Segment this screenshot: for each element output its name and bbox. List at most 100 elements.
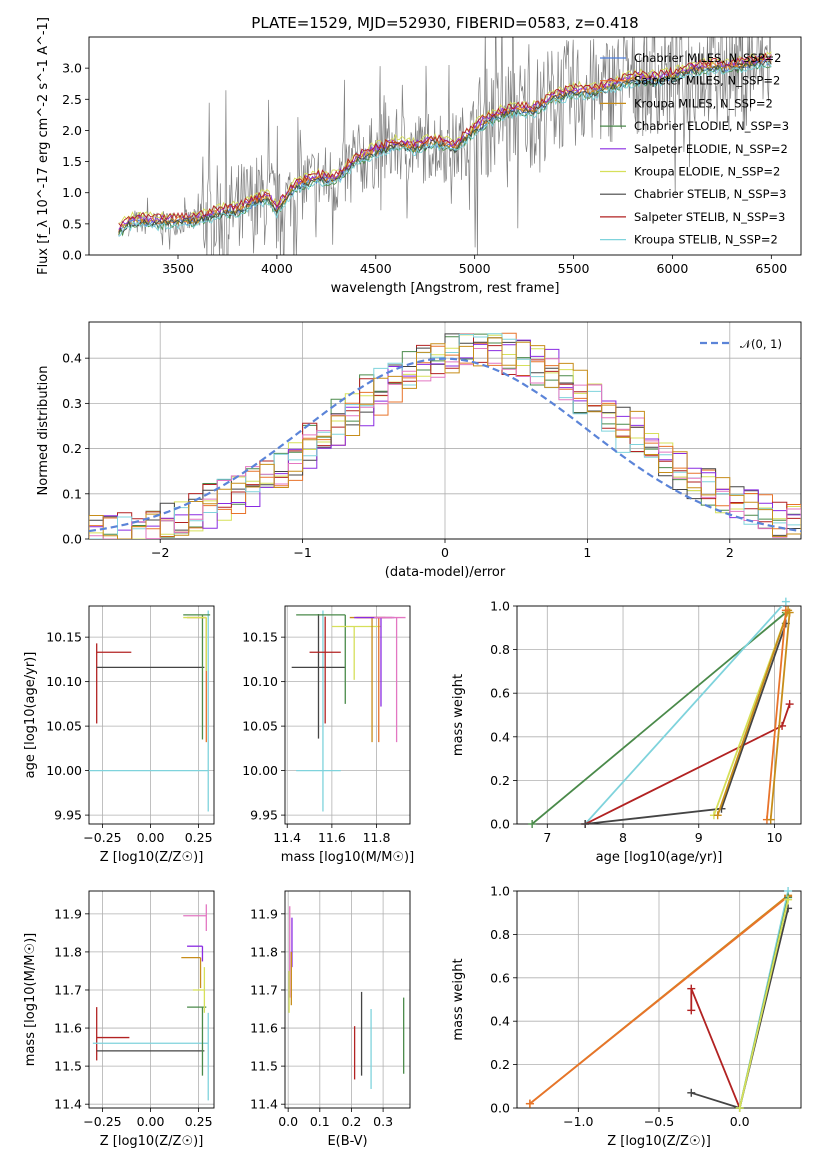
mass-weight-marker <box>525 1099 534 1108</box>
error-bar-point <box>331 625 381 680</box>
x-tick-label: 0.2 <box>342 1114 362 1129</box>
legend-label: 𝒩(0, 1) <box>740 337 782 351</box>
x-tick-label: 0.00 <box>137 830 165 845</box>
error-bar-point <box>96 1007 130 1061</box>
mass-weight-line <box>738 899 789 1108</box>
y-axis-label: age [log10(age/yr)] <box>23 652 38 779</box>
y-axis-label: Normed distribution <box>36 366 51 496</box>
x-tick-label: 10 <box>767 830 783 845</box>
y-tick-label: 0.6 <box>490 970 510 985</box>
y-tick-label: 10.00 <box>242 763 278 778</box>
y-tick-label: 9.95 <box>250 808 278 823</box>
y-tick-label: 2.0 <box>62 123 82 138</box>
x-tick-label: 4000 <box>261 261 293 276</box>
error-bar-point <box>183 904 207 931</box>
error-bar-point <box>192 967 206 1013</box>
x-tick-label: 0.0 <box>278 1114 298 1129</box>
y-tick-label: 9.95 <box>54 808 82 823</box>
y-tick-label: 1.0 <box>490 599 510 614</box>
x-axis-label: (data-model)/error <box>385 565 506 580</box>
y-tick-label: 11.9 <box>250 906 278 921</box>
y-tick-label: 1.5 <box>62 154 82 169</box>
y-tick-label: 10.00 <box>46 763 82 778</box>
legend-label: Salpeter STELIB, N_SSP=3 <box>634 210 785 224</box>
x-axis-label: mass [log10(M/M☉)] <box>281 850 414 865</box>
mass-weight-marker <box>687 1088 696 1097</box>
y-tick-label: 10.10 <box>46 674 82 689</box>
legend-label: Chabrier ELODIE, N_SSP=3 <box>634 119 789 133</box>
x-tick-label: 5500 <box>558 261 590 276</box>
x-axis-label: Z [log10(Z/Z☉)] <box>100 1134 204 1149</box>
x-tick-label: −0.5 <box>644 1114 674 1129</box>
y-tick-label: 0.2 <box>62 441 82 456</box>
y-tick-label: 11.8 <box>54 944 82 959</box>
y-tick-label: 0.0 <box>62 248 82 263</box>
age-vs-mass-axes <box>281 606 410 828</box>
error-bar-point <box>187 945 204 962</box>
error-bar-point <box>354 616 395 707</box>
mass-weight-line <box>584 606 784 824</box>
y-tick-label: 11.5 <box>250 1059 278 1074</box>
x-tick-label: 6500 <box>755 261 787 276</box>
age-vs-Z-axes <box>85 606 214 828</box>
mass-weight-marker <box>687 1006 696 1015</box>
x-tick-label: 11.4 <box>273 830 301 845</box>
y-tick-label: 0.4 <box>490 1014 510 1029</box>
mass-weight-line <box>529 895 789 1105</box>
y-axis-label: Flux [f_λ 10^-17 erg cm^-2 s^-1 A^-1] <box>36 17 51 275</box>
x-tick-label: 11.8 <box>363 830 391 845</box>
y-tick-label: 0.1 <box>62 486 82 501</box>
x-tick-label: −1 <box>293 545 311 560</box>
mass-weight-marker <box>687 984 696 993</box>
error-bar-point <box>96 643 132 724</box>
mass-weight-marker <box>581 820 590 828</box>
x-tick-label: −0.25 <box>83 1114 121 1129</box>
weight-vs-age-frame <box>516 605 802 825</box>
y-tick-label: 10.15 <box>242 630 278 645</box>
mass-weight-line <box>691 908 789 1108</box>
y-tick-label: 10.10 <box>242 674 278 689</box>
model-spectrum-line <box>118 51 772 224</box>
legend-label: Kroupa ELODIE, N_SSP=2 <box>634 165 780 179</box>
spectrum-frame <box>88 36 802 256</box>
y-tick-label: 10.15 <box>46 630 82 645</box>
x-tick-label: 9 <box>695 830 703 845</box>
y-tick-label: 0.0 <box>490 1101 510 1116</box>
legend-label: Kroupa MILES, N_SSP=2 <box>634 96 773 110</box>
x-tick-label: 0.1 <box>310 1114 330 1129</box>
x-tick-label: 11.6 <box>318 830 346 845</box>
y-tick-label: 11.6 <box>250 1021 278 1036</box>
error-bar-point <box>349 616 386 743</box>
x-tick-label: −0.25 <box>83 830 121 845</box>
residuals-frame <box>88 321 802 540</box>
model-spectrum-line <box>118 61 772 237</box>
y-tick-label: 10.05 <box>242 719 278 734</box>
y-tick-label: 11.4 <box>250 1097 278 1112</box>
y-tick-label: 1.0 <box>490 884 510 899</box>
model-spectrum-line <box>118 58 772 235</box>
y-tick-label: 11.5 <box>54 1059 82 1074</box>
x-tick-label: 7 <box>543 830 551 845</box>
weight-vs-age-axes <box>513 605 801 828</box>
y-tick-label: 11.9 <box>54 906 82 921</box>
y-tick-label: 0.0 <box>490 817 510 832</box>
mass-weight-marker <box>713 811 722 820</box>
y-tick-label: 0.6 <box>490 686 510 701</box>
error-bar-point <box>89 610 209 812</box>
y-tick-label: 0.0 <box>62 532 82 547</box>
y-tick-label: 0.4 <box>490 729 510 744</box>
y-tick-label: 10.05 <box>46 719 82 734</box>
mass-weight-marker <box>784 895 793 904</box>
x-axis-label: Z [log10(Z/Z☉)] <box>100 850 204 865</box>
y-tick-label: 11.7 <box>250 982 278 997</box>
y-axis-label: mass [log10(M/M☉)] <box>23 933 38 1066</box>
y-tick-label: 11.7 <box>54 982 82 997</box>
x-tick-label: 4500 <box>360 261 392 276</box>
error-bar-point <box>374 616 406 743</box>
y-tick-label: 11.8 <box>250 944 278 959</box>
mass-weight-marker <box>735 1104 744 1112</box>
mass-vs-ebv-axes <box>281 891 410 1112</box>
error-bar-point <box>291 614 346 739</box>
y-tick-label: 0.3 <box>62 396 82 411</box>
mass-weight-marker <box>766 815 775 824</box>
